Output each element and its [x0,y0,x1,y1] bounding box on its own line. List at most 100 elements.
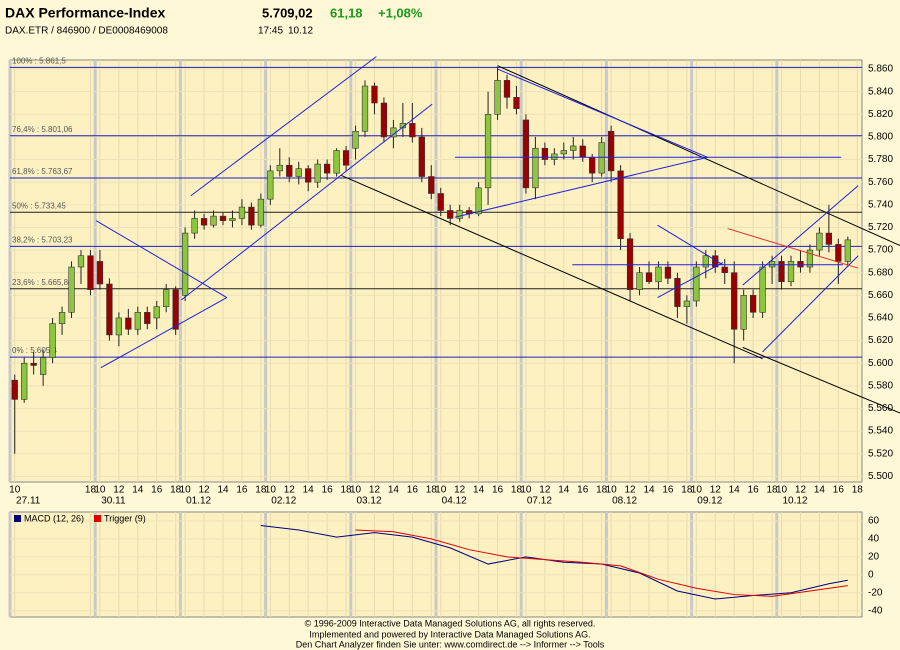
candle-body [314,163,321,183]
candle-body [617,170,624,240]
candle-body [267,170,274,200]
x-tick-label: 14 [303,485,315,496]
candle-body [361,85,369,132]
trend-line [454,156,708,218]
x-tick-label: 16 [833,485,845,496]
candle-body [276,164,283,172]
y-tick-label: -20 [868,587,883,598]
x-tick-label: 16 [492,485,504,496]
candle-body [352,130,359,149]
candle-body [163,289,170,307]
time: 17:45 [258,26,283,37]
candle-body [636,272,643,290]
x-tick-label: 10 [180,485,192,496]
y-tick-label: 5.700 [868,245,893,256]
candle-body [626,238,634,290]
day-label: 02.12 [271,496,296,507]
candle-body [191,218,198,234]
trend-line [181,103,433,301]
y-tick-label: 40 [868,534,880,545]
x-tick-label: 12 [199,485,211,496]
x-tick-label: 10 [350,485,362,496]
x-tick-label: 18 [681,485,693,496]
y-tick-label: 5.600 [868,358,893,369]
candle-body [248,206,255,226]
candle-body [399,123,407,129]
fib-label: 23,6% : 5.665,84 [12,278,73,287]
y-tick-label: 5.800 [868,132,893,143]
legend-swatch [14,515,21,522]
candle-body [645,272,653,283]
candle-body [731,272,738,330]
x-tick-label: 12 [284,485,296,496]
y-tick-label: 5.840 [868,86,893,97]
x-tick-label: 12 [795,485,807,496]
candle-body [286,164,293,177]
candle-body [475,187,482,215]
x-tick-label: 16 [322,485,334,496]
fib-label: 50% : 5.733,45 [12,201,66,210]
fib-label: 38,2% : 5.703,23 [12,236,73,245]
candle-body [778,261,785,283]
legend-label: MACD (12, 26) [24,513,84,523]
change-pct: +1,08% [378,5,423,20]
y-tick-label: 5.720 [868,222,893,233]
x-tick-label: 10 [435,485,447,496]
x-tick-label: 14 [814,485,826,496]
candle-body [551,153,558,160]
candle-body [522,119,530,189]
candle-body [447,210,454,219]
day-label: 10.12 [782,496,807,507]
x-tick-label: 16 [236,485,248,496]
candle-body [30,362,37,366]
candle-body [740,295,747,330]
y-tick-label: 0 [868,569,874,580]
trend-line [497,68,708,158]
day-label: 04.12 [442,496,467,507]
candle-body [200,218,208,226]
trend-line [742,346,900,414]
ids: DAX.ETR / 846900 / DE0008469008 [5,26,168,37]
candle-body [768,261,776,268]
candle-body [541,147,549,160]
y-tick-label: 20 [868,552,880,563]
y-tick-label: 5.540 [868,426,893,437]
candle-body [674,278,681,307]
fib-label: 61,8% : 5.763,67 [12,167,73,176]
x-tick-label: 16 [151,485,163,496]
x-tick-label: 12 [710,485,722,496]
x-tick-label: 12 [454,485,466,496]
candle-body [806,249,814,268]
day-label: 07.12 [527,496,552,507]
y-tick-label: 5.760 [868,177,893,188]
candle-body [494,80,501,115]
x-tick-label: 16 [577,485,589,496]
candle-body [816,232,823,251]
candle-body [759,266,766,313]
change: 61,18 [330,5,363,20]
x-tick-label: 12 [625,485,637,496]
candle-body [787,261,795,283]
x-tick-label: 12 [113,485,125,496]
x-tick-label: 14 [729,485,741,496]
day-label: 08.12 [612,496,637,507]
candle-body [797,261,804,268]
candle-body [579,145,586,158]
candle-body [229,218,236,221]
footer: Implemented and powered by Interactive D… [309,629,590,639]
candle-body [371,85,378,104]
candle-body [721,266,728,273]
x-tick-label: 14 [558,485,570,496]
x-tick-label: 18 [596,485,608,496]
candle-body [456,210,463,219]
candle-body [835,244,842,262]
footer: Den Chart Analyzer finden Sie unter: www… [296,639,605,649]
trend-line [727,228,859,269]
trend-line [95,220,228,299]
candle-body [144,311,151,324]
day-label: 30.11 [101,496,126,507]
candle-body [560,150,567,155]
candle-body [68,266,75,313]
candle-body [532,147,539,189]
